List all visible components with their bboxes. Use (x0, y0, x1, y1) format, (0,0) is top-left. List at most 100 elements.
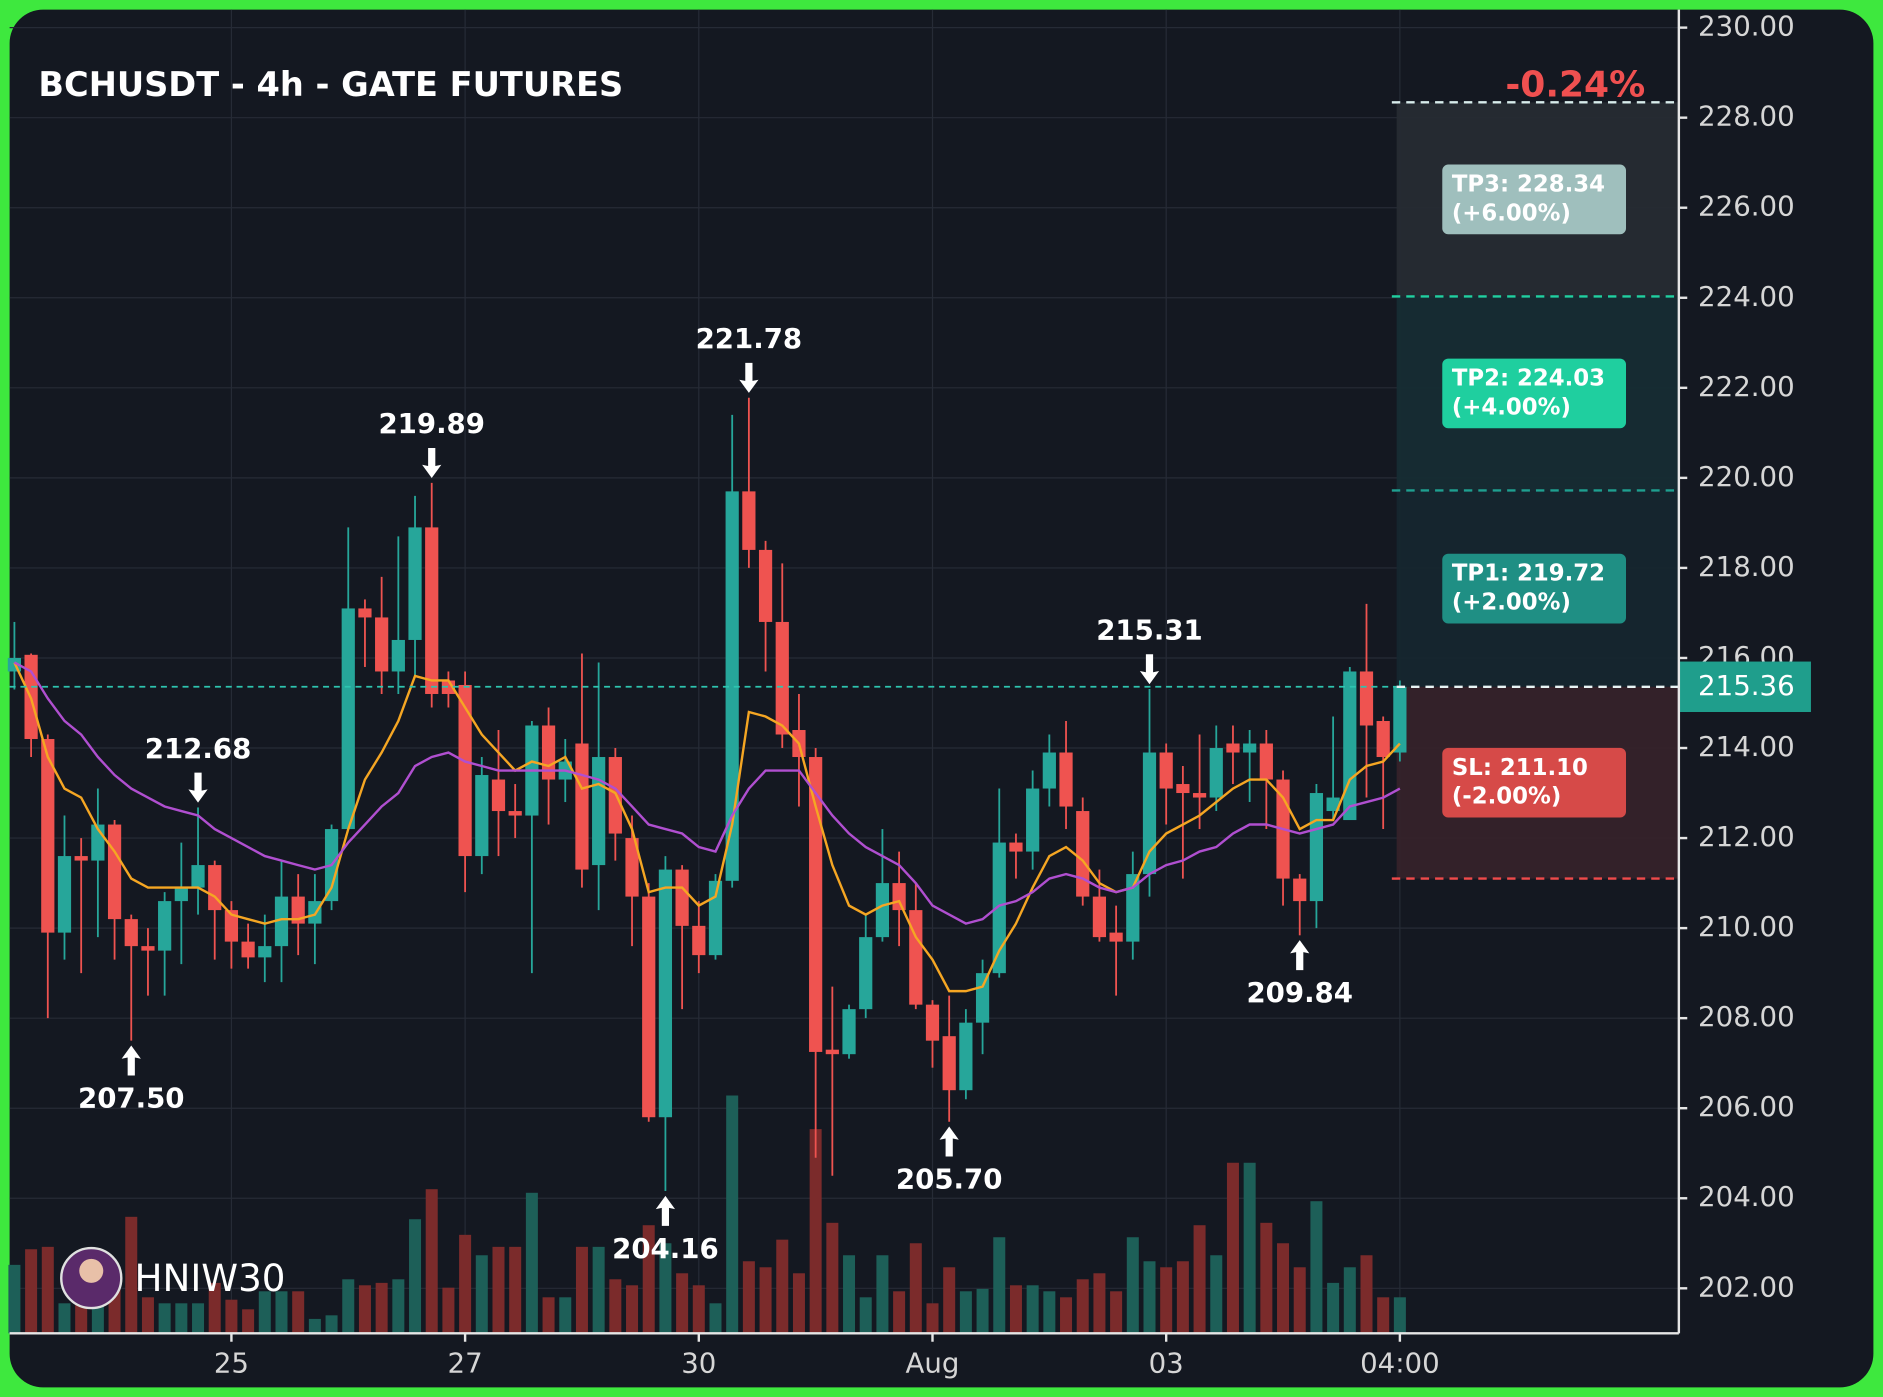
volume-bar (809, 1129, 822, 1334)
candle-body (859, 937, 873, 1010)
volume-layer (8, 1095, 1406, 1334)
candle-body (592, 757, 606, 866)
candle-body (224, 910, 239, 942)
candle-body (191, 865, 205, 888)
change-label: -0.24% (1505, 64, 1645, 105)
candle-body (992, 842, 1006, 974)
y-tick-label: 208.00 (1698, 1000, 1795, 1033)
candle-body (124, 919, 138, 947)
volume-bar (1226, 1162, 1239, 1334)
volume-bar (1293, 1267, 1306, 1334)
volume-bar (1360, 1255, 1373, 1334)
swing-arrow (655, 1195, 676, 1226)
candle-body (658, 869, 673, 1118)
x-tick-label: Aug (906, 1347, 960, 1380)
candle-body (1209, 748, 1223, 798)
volume-bar (1277, 1243, 1290, 1334)
candle-body (925, 1004, 940, 1041)
x-tick-label: 27 (448, 1347, 483, 1380)
candle-body (1159, 752, 1173, 789)
volume-bar (876, 1255, 889, 1334)
volume-bar (141, 1297, 154, 1334)
avatar-face (79, 1258, 104, 1283)
volume-bar (275, 1291, 288, 1334)
volume-bar (1060, 1297, 1073, 1334)
candle-body (742, 491, 756, 550)
volume-bar (609, 1279, 622, 1334)
volume-bar (1343, 1267, 1356, 1334)
volume-bar (375, 1282, 388, 1334)
volume-bar (492, 1246, 505, 1334)
volume-bar (525, 1192, 538, 1334)
candle-body (41, 739, 55, 933)
volume-bar (1176, 1261, 1189, 1334)
volume-bar (1043, 1291, 1056, 1334)
swing-arrow (121, 1045, 141, 1076)
level-sub: (+6.00%) (1452, 200, 1571, 226)
volume-bar (409, 1219, 422, 1334)
volume-bar (559, 1297, 572, 1334)
volume-bar (125, 1216, 138, 1334)
candle-body (809, 757, 823, 1052)
volume-bar (692, 1285, 705, 1334)
volume-bar (358, 1285, 371, 1334)
volume-bar (1143, 1261, 1156, 1334)
volume-bar (308, 1318, 321, 1334)
volume-bar (859, 1297, 872, 1334)
volume-bar (776, 1239, 789, 1334)
candle-body (775, 621, 789, 735)
candle-body (625, 838, 639, 897)
volume-bar (8, 1264, 21, 1334)
volume-bar (459, 1234, 472, 1334)
candle-body (1042, 752, 1056, 789)
level-label: TP2: 224.03 (1452, 366, 1605, 392)
volume-bar (208, 1282, 221, 1334)
candle-body (508, 811, 522, 816)
volume-bar (659, 1243, 672, 1334)
volume-bar (976, 1288, 989, 1334)
x-tick-label: 04:00 (1360, 1347, 1440, 1380)
level-box (1442, 553, 1627, 624)
candle-body (1259, 743, 1273, 780)
y-tick-label: 202.00 (1698, 1270, 1795, 1303)
swing-arrow (739, 362, 759, 393)
y-tick-label: 206.00 (1698, 1090, 1795, 1123)
candle-body (1109, 932, 1123, 942)
y-tick-label: 226.00 (1698, 190, 1795, 223)
candle-body (57, 856, 72, 933)
candle-body (158, 901, 172, 951)
swing-arrow (422, 447, 442, 479)
candle-body (174, 887, 188, 902)
volume-bar (25, 1249, 38, 1334)
volume-bar (792, 1273, 805, 1334)
candle-body (1226, 743, 1240, 753)
volume-bar (1310, 1201, 1323, 1334)
volume-bar (442, 1287, 455, 1334)
candle-body (208, 865, 222, 911)
swing-high-label: 212.68 (145, 732, 252, 765)
y-tick-label: 212.00 (1698, 820, 1795, 853)
volume-bar (158, 1303, 171, 1334)
volume-bar (726, 1095, 739, 1334)
candle-body (425, 527, 439, 694)
ma-line (13, 661, 1401, 993)
chart-title: BCHUSDT - 4h - GATE FUTURES (38, 65, 623, 104)
candle-body (1126, 874, 1140, 942)
x-tick-label: 03 (1149, 1347, 1184, 1380)
volume-bar (1210, 1255, 1223, 1334)
swing-low-label: 205.70 (896, 1163, 1003, 1196)
volume-bar (192, 1303, 205, 1334)
candle-body (1142, 752, 1157, 875)
candle-body (341, 608, 355, 830)
volume-bar (1193, 1225, 1206, 1334)
candle-body (1393, 686, 1407, 753)
price-box (1678, 661, 1811, 713)
swing-low-label: 207.50 (78, 1082, 185, 1115)
level-box (1442, 358, 1627, 429)
candle-body (1026, 788, 1040, 852)
candle-body (842, 1009, 856, 1055)
volume-bar (242, 1309, 255, 1334)
candle-body (375, 617, 389, 672)
candle-body (1309, 793, 1324, 902)
volume-bar (742, 1261, 755, 1334)
